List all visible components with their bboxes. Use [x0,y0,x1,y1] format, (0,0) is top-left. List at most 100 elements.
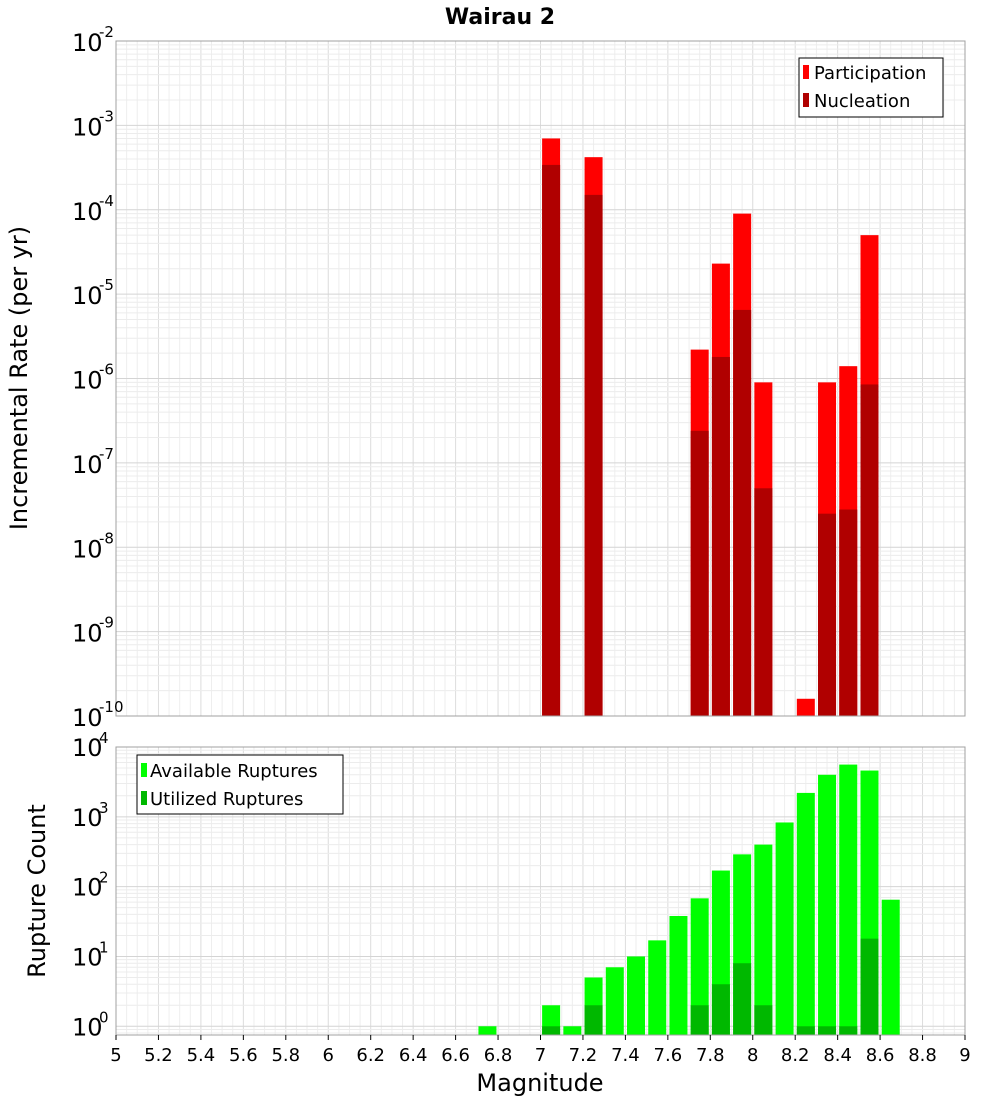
x-tick-label: 8 [747,1045,758,1066]
top-bar-nucleation [860,384,879,716]
top-legend: Participation Nucleation [798,57,944,118]
top-plot: 10-210-310-410-510-610-710-810-910-10 In… [5,23,966,732]
x-tick-label: 5.8 [271,1045,300,1066]
top-bar-nucleation [754,488,773,716]
bottom-bar-utilized-ruptures [711,984,730,1035]
top-y-tick-label: 10 [72,451,103,479]
legend-label-participation: Participation [814,63,926,84]
bottom-y-tick-label: 10 [72,943,103,971]
bottom-bar-utilized-ruptures [542,1026,561,1035]
bottom-y-tick-label: 10 [72,804,103,832]
bottom-bar-available-ruptures [627,956,646,1035]
top-bar-nucleation [839,509,858,716]
top-y-tick-label: 10 [72,113,103,141]
x-tick-label: 6 [323,1045,334,1066]
top-y-axis-label: Incremental Rate (per yr) [5,226,33,530]
legend-label-available-ruptures: Available Ruptures [150,761,318,782]
bottom-y-tick-exponent: 3 [99,799,109,817]
bottom-bar-utilized-ruptures [733,963,752,1035]
legend-swatch-nucleation [803,93,809,107]
x-tick-label: 7.4 [611,1045,640,1066]
legend-swatch-utilized-ruptures [141,791,147,805]
x-tick-label: 8.4 [823,1045,852,1066]
bottom-bar-available-ruptures [478,1026,497,1035]
top-bar-participation [796,698,815,716]
bottom-bar-available-ruptures [669,915,688,1035]
bottom-bar-available-ruptures [839,764,858,1035]
x-tick-label: 7.6 [654,1045,683,1066]
bottom-bar-available-ruptures [818,774,837,1035]
legend-label-nucleation: Nucleation [814,91,910,112]
x-tick-label: 6.6 [441,1045,470,1066]
bottom-bar-available-ruptures [563,1026,582,1035]
x-tick-label: 8.8 [908,1045,937,1066]
top-y-tick-exponent: -10 [99,698,124,716]
bottom-bar-available-ruptures [754,844,773,1035]
bottom-bar-utilized-ruptures [839,1026,858,1035]
bottom-bar-available-ruptures [648,940,667,1035]
top-plot-border [115,40,966,717]
bottom-bar-utilized-ruptures [818,1026,837,1035]
x-tick-label: 6.4 [399,1045,428,1066]
top-y-tick-label: 10 [72,367,103,395]
bottom-bar-utilized-ruptures [584,1005,603,1035]
top-plot-y-ticks: 10-210-310-410-510-610-710-810-910-10 [72,23,124,732]
bottom-y-axis-label: Rupture Count [23,804,51,978]
chart-title: Wairau 2 [445,5,555,30]
top-bar-nucleation [733,309,752,716]
top-y-tick-exponent: -7 [99,445,114,463]
legend-swatch-available-ruptures [141,763,147,777]
bottom-plot-bars [478,764,900,1035]
legend-swatch-participation [803,65,809,79]
x-tick-label: 8.2 [781,1045,810,1066]
bottom-y-tick-exponent: 0 [99,1008,109,1026]
top-y-tick-exponent: -9 [99,614,114,632]
x-tick-label: 5.6 [229,1045,258,1066]
top-y-tick-exponent: -6 [99,361,114,379]
bottom-y-tick-exponent: 2 [99,869,109,887]
top-bar-nucleation [818,513,837,716]
bottom-bar-available-ruptures [881,899,900,1035]
top-bar-nucleation [711,356,730,716]
bottom-plot-x-ticks: 5 5.2 5.4 5.6 5.8 6 6.2 6.4 6.6 6.8 7 7.2 7.4 7.6 7.8 8… [110,1035,971,1066]
top-y-tick-exponent: -5 [99,276,114,294]
bottom-y-tick-label: 10 [72,874,103,902]
x-tick-label: 6.2 [356,1045,385,1066]
x-axis-label: Magnitude [476,1069,603,1097]
bottom-bar-utilized-ruptures [690,1005,709,1035]
bottom-bar-available-ruptures [690,898,709,1035]
bottom-legend: Available Ruptures Utilized Ruptures [136,754,344,815]
x-tick-label: 8.6 [866,1045,895,1066]
bottom-bar-utilized-ruptures [754,1005,773,1035]
top-plot-grid [115,41,966,717]
x-tick-label: 9 [959,1045,970,1066]
x-tick-label: 7 [535,1045,546,1066]
bottom-bar-utilized-ruptures [796,1026,815,1035]
top-y-tick-exponent: -2 [99,23,114,41]
top-y-tick-exponent: -3 [99,107,114,125]
x-tick-label: 5.4 [187,1045,216,1066]
legend-label-utilized-ruptures: Utilized Ruptures [150,789,303,810]
x-tick-label: 6.8 [484,1045,513,1066]
x-tick-label: 7.8 [696,1045,725,1066]
top-y-tick-label: 10 [72,620,103,648]
bottom-bar-available-ruptures [775,822,794,1035]
bottom-bar-utilized-ruptures [860,938,879,1035]
top-y-tick-label: 10 [72,282,103,310]
top-legend-box [798,57,944,118]
x-tick-label: 5.2 [144,1045,173,1066]
top-y-tick-label: 10 [72,198,103,226]
top-y-tick-exponent: -8 [99,529,114,547]
top-y-tick-label: 10 [72,704,103,732]
bottom-y-tick-label: 10 [72,734,103,762]
top-bar-nucleation [542,164,561,716]
bottom-legend-box [136,754,344,815]
bottom-y-tick-label: 10 [72,1013,103,1041]
top-y-tick-label: 10 [72,29,103,57]
bottom-y-tick-exponent: 4 [99,729,109,747]
top-bar-nucleation [584,194,603,716]
x-tick-label: 7.2 [569,1045,598,1066]
